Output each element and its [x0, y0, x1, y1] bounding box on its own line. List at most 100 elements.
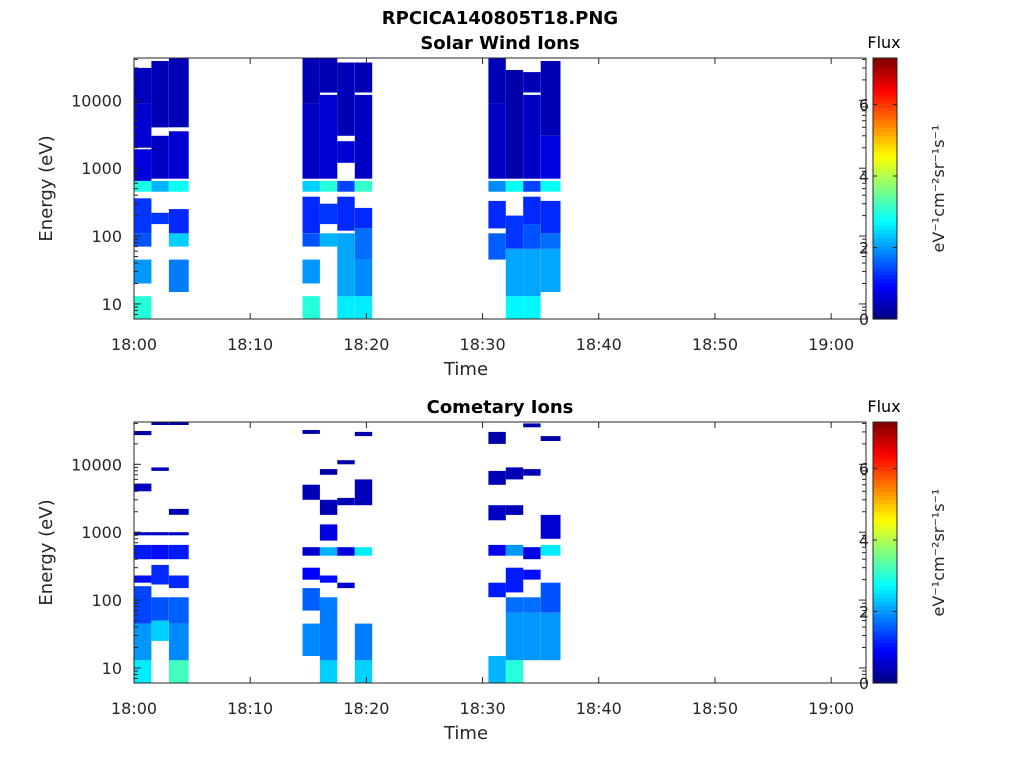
heatmap-cell — [319, 597, 338, 661]
colorbar-segment — [873, 229, 897, 234]
colorbar-segment — [873, 176, 897, 181]
colorbar-segment — [873, 495, 897, 501]
heatmap-cell — [505, 567, 524, 593]
heatmap-cell — [354, 94, 373, 179]
colorbar-frame — [872, 57, 898, 320]
heatmap-cell — [302, 233, 320, 247]
colorbar-title: Flux — [867, 33, 900, 52]
colorbar-segment — [873, 483, 897, 488]
heatmap-cell — [523, 180, 541, 192]
colorbar-segment — [873, 446, 897, 452]
heatmap-cell — [319, 660, 338, 683]
y-axis-label: Energy (eV) — [36, 499, 57, 605]
x-axis-label: Time — [443, 723, 488, 744]
colorbar-tick-label: 6 — [859, 95, 869, 114]
colorbar-segment — [873, 560, 897, 566]
colorbar-segment — [873, 151, 897, 157]
heatmap-cells — [134, 422, 561, 683]
colorbar-segment — [873, 147, 897, 153]
colorbar-label: eV⁻¹cm⁻²sr⁻¹s⁻¹ — [929, 489, 948, 617]
heatmap-cell — [540, 612, 561, 661]
colorbar-segment — [873, 487, 897, 492]
colorbar-segment — [873, 82, 897, 88]
colorbar-segment — [873, 119, 897, 124]
colorbar-segment — [873, 479, 897, 484]
heatmap-cell — [151, 544, 169, 560]
heatmap-cell — [168, 422, 189, 425]
heatmap-cell — [505, 467, 524, 480]
colorbar-title: Flux — [867, 397, 900, 416]
heatmap-cell — [168, 233, 189, 247]
colorbar-segment — [873, 123, 897, 128]
heatmap-cells — [134, 58, 561, 319]
colorbar-segment — [873, 290, 897, 296]
heatmap-cell — [302, 196, 320, 234]
heatmap-cell — [523, 597, 541, 613]
heatmap-cell — [505, 70, 524, 179]
colorbar-segment — [873, 617, 897, 623]
heatmap-cell — [354, 207, 373, 229]
colorbar-segment — [873, 625, 897, 631]
heatmap-cell — [354, 228, 373, 260]
heatmap-cell — [505, 660, 524, 683]
heatmap-cell — [523, 196, 541, 225]
heatmap-cell — [168, 575, 189, 589]
heatmap-cell — [151, 422, 169, 425]
heatmap-cell — [523, 94, 541, 179]
heatmap-cell — [168, 660, 189, 683]
heatmap-cell — [302, 547, 320, 556]
heatmap-cell — [168, 259, 189, 292]
colorbar-segment — [873, 515, 897, 521]
heatmap-cell — [134, 586, 152, 624]
colorbar-segment — [873, 609, 897, 615]
heatmap-cell — [523, 469, 541, 476]
colorbar-segment — [873, 674, 897, 680]
heatmap-cell — [168, 508, 189, 515]
heatmap-cell — [151, 532, 169, 536]
heatmap-cell — [505, 180, 524, 192]
heatmap-cell — [319, 94, 338, 179]
heatmap-cell — [337, 62, 355, 136]
heatmap-cell — [134, 532, 152, 536]
colorbar-segment — [873, 454, 897, 460]
colorbar-segment — [873, 678, 897, 684]
heatmap-cell — [319, 524, 338, 541]
heatmap-cell — [168, 544, 189, 560]
heatmap-cell — [540, 544, 561, 556]
heatmap-cell — [151, 620, 169, 641]
colorbar-segment — [873, 540, 897, 545]
colorbar-segment — [873, 111, 897, 116]
colorbar-segment — [873, 90, 897, 96]
colorbar-segment — [873, 666, 897, 672]
y-tick-label: 10000 — [71, 455, 122, 474]
colorbar-tick-label: 4 — [859, 167, 869, 186]
heatmap-cell — [337, 296, 355, 319]
x-tick-label: 18:50 — [692, 699, 738, 718]
heatmap-cell — [134, 180, 152, 192]
heatmap-cell — [302, 58, 320, 104]
y-axis-label: Energy (eV) — [36, 135, 57, 241]
heatmap-cell — [151, 180, 169, 192]
colorbar-segment — [873, 589, 897, 594]
heatmap-cell — [302, 484, 320, 500]
x-tick-label: 18:10 — [227, 335, 273, 354]
colorbar-segment — [873, 552, 897, 558]
colorbar-segment — [873, 249, 897, 255]
colorbar-frame — [872, 421, 898, 684]
heatmap-cell — [337, 233, 355, 297]
heatmap-cell — [151, 564, 169, 585]
heatmap-cell — [319, 203, 338, 225]
colorbar-segment — [873, 638, 897, 643]
colorbar-segment — [873, 503, 897, 509]
colorbar-segment — [873, 164, 897, 169]
colorbar-segment — [873, 294, 897, 300]
colorbar-segment — [873, 208, 897, 214]
colorbar-segment — [873, 634, 897, 639]
heatmap-cell — [354, 259, 373, 297]
colorbar-segment — [873, 499, 897, 505]
y-tick-label: 1000 — [81, 523, 122, 542]
heatmap-cell — [354, 623, 373, 661]
heatmap-cell — [488, 233, 506, 260]
colorbar-segment — [873, 188, 897, 194]
colorbar-segment — [873, 564, 897, 570]
